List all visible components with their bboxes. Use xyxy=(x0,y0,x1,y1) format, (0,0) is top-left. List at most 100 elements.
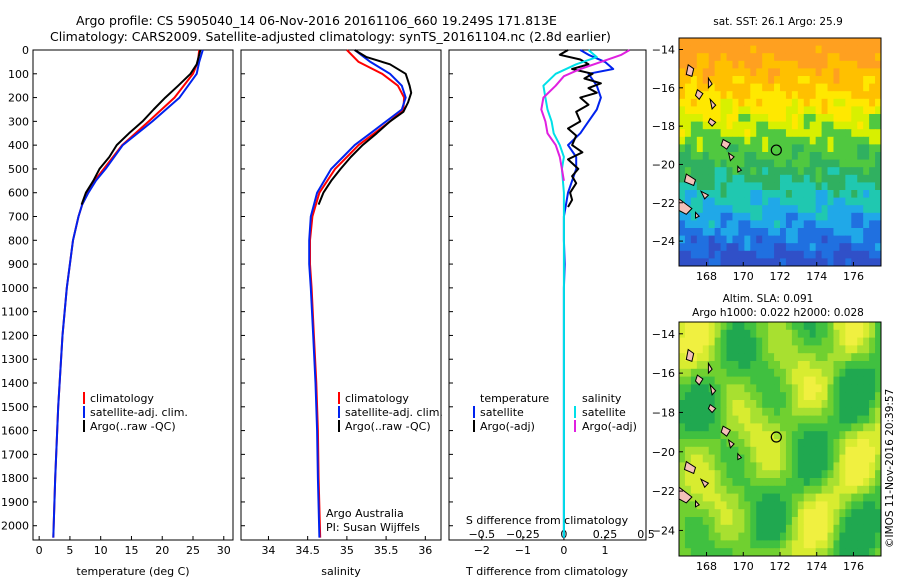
sla-cell xyxy=(756,400,763,409)
sla-cell xyxy=(690,485,698,495)
sst-cell xyxy=(791,98,799,107)
sst-cell xyxy=(679,144,686,153)
sla-cell xyxy=(839,454,846,463)
sst-cell xyxy=(690,205,698,214)
sst-cell xyxy=(863,159,870,168)
sst-cell xyxy=(839,167,846,176)
sst-cell xyxy=(744,152,751,161)
sst-cell xyxy=(750,197,757,206)
sst-cell xyxy=(791,76,799,85)
lat-tick-label: −24 xyxy=(652,235,675,248)
sla-cell xyxy=(797,368,805,378)
sla-cell xyxy=(720,540,728,549)
sla-cell xyxy=(756,509,763,518)
sla-cell xyxy=(714,548,722,557)
sst-cell xyxy=(762,144,769,153)
sst-cell xyxy=(803,98,811,107)
sla-cell xyxy=(720,446,728,456)
sst-cell xyxy=(684,114,692,123)
sla-cell xyxy=(803,470,811,479)
sst-cell xyxy=(869,205,876,214)
sla-cell xyxy=(797,400,805,409)
island xyxy=(720,425,732,437)
sla-cell xyxy=(875,392,882,401)
sla-cell xyxy=(875,462,882,471)
sla-cell xyxy=(821,493,829,502)
sst-cell xyxy=(821,258,829,267)
sla-cell xyxy=(768,353,775,362)
sst-cell xyxy=(785,60,793,69)
sla-cell xyxy=(803,400,811,409)
sst-cell xyxy=(851,197,858,206)
sst-cell xyxy=(833,60,840,69)
sst-cell xyxy=(791,45,799,54)
sst-cell xyxy=(827,250,834,259)
sla-cell xyxy=(797,454,805,463)
sst-cell xyxy=(827,152,834,161)
difference-legend-salinity: salinity satellite Argo(-adj) xyxy=(574,392,637,433)
sla-cell xyxy=(738,548,745,557)
sla-cell xyxy=(684,384,692,393)
sst-cell xyxy=(732,60,739,69)
sst-cell xyxy=(791,60,799,69)
sla-cell xyxy=(732,376,739,385)
sla-cell xyxy=(863,361,870,370)
sla-cell xyxy=(797,431,805,440)
sst-cell xyxy=(744,68,751,77)
sst-cell xyxy=(738,53,745,62)
sst-cell xyxy=(797,38,805,47)
sla-cell xyxy=(839,439,846,448)
sst-cell xyxy=(845,121,852,130)
sla-cell xyxy=(714,400,722,409)
sla-cell xyxy=(756,431,763,440)
sla-cell xyxy=(702,446,710,456)
sst-cell xyxy=(708,91,716,100)
sst-cell xyxy=(875,53,882,62)
sla-cell xyxy=(791,540,799,549)
sst-cell xyxy=(780,121,787,130)
sst-cell xyxy=(803,197,811,206)
sst-cell xyxy=(774,68,781,77)
sla-cell xyxy=(750,329,757,339)
sst-cell xyxy=(851,174,858,183)
sst-cell xyxy=(750,152,757,161)
sla-cell xyxy=(875,400,882,409)
sla-cell xyxy=(708,462,716,471)
sst-cell xyxy=(720,45,728,54)
island xyxy=(707,361,713,375)
sst-cell xyxy=(702,152,710,161)
sla-cell xyxy=(839,353,846,362)
depth-tick-label: 1800 xyxy=(1,472,29,485)
sst-cell xyxy=(696,114,704,123)
sla-cell xyxy=(702,329,710,339)
sla-cell xyxy=(726,454,733,463)
sla-cell xyxy=(690,322,698,331)
sst-cell xyxy=(845,212,852,221)
sst-cell xyxy=(797,182,805,191)
sst-cell xyxy=(726,129,733,138)
sla-cell xyxy=(714,470,722,479)
sla-cell xyxy=(696,478,704,487)
sla-cell xyxy=(851,361,858,370)
lat-tick-label: −16 xyxy=(652,367,675,380)
sst-cell xyxy=(821,121,829,130)
sst-cell xyxy=(708,53,716,62)
sla-cell xyxy=(679,540,686,549)
sla-cell xyxy=(857,322,864,331)
sla-cell xyxy=(809,329,817,339)
sst-cell xyxy=(827,205,834,214)
sla-cell xyxy=(714,485,722,495)
legend-label-temp-argo: Argo(-adj) xyxy=(480,420,535,433)
sla-cell xyxy=(785,384,793,393)
sst-cell xyxy=(756,98,763,107)
sla-cell xyxy=(702,470,710,479)
sst-cell xyxy=(839,243,846,252)
sla-cell xyxy=(726,462,733,471)
lon-tick-label: 170 xyxy=(733,270,754,283)
sst-cell xyxy=(768,243,775,252)
sla-cell xyxy=(780,439,787,448)
sst-cell xyxy=(875,212,882,221)
sst-cell xyxy=(863,136,870,145)
depth-tick-label: 1100 xyxy=(1,306,29,319)
sla-cell xyxy=(684,423,692,432)
